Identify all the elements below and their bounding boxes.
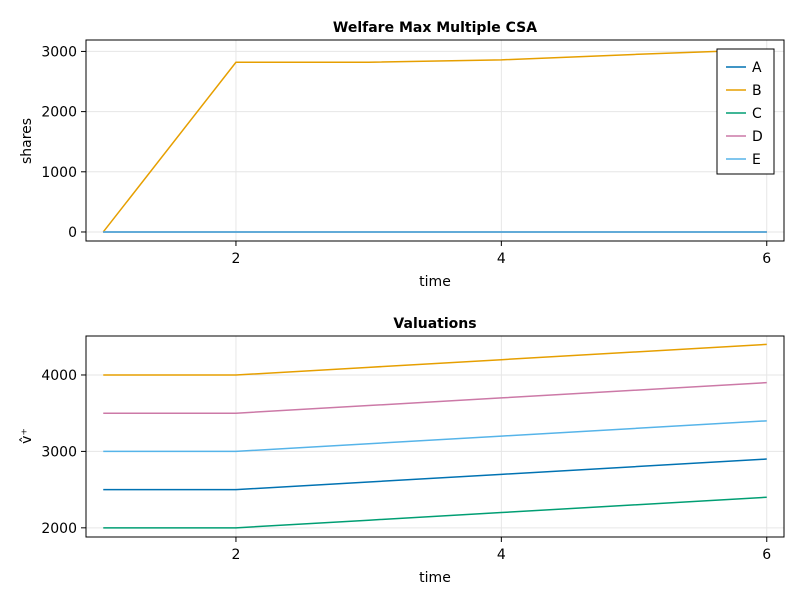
- x-tick-label: 6: [762, 251, 771, 267]
- legend-label-D: D: [752, 129, 763, 145]
- gridlines: [86, 336, 784, 537]
- series-line-2: [103, 496, 767, 529]
- series-line-B: [102, 48, 767, 233]
- ticks: 2 4 6 0 1000 2000 3000: [41, 44, 771, 267]
- x-axis-label: time: [419, 274, 451, 290]
- series-line-1: [103, 343, 767, 376]
- series-line-0: [103, 458, 767, 491]
- series-group: [103, 343, 767, 529]
- x-tick-label: 4: [497, 547, 506, 563]
- axes-frame: [85, 335, 785, 538]
- ticks: 2 4 6 2000 3000 4000: [41, 368, 771, 563]
- x-tick-label: 2: [231, 251, 240, 267]
- x-tick-label: 4: [497, 251, 506, 267]
- x-tick-label: 6: [762, 547, 771, 563]
- plot-title: Welfare Max Multiple CSA: [333, 20, 537, 36]
- y-tick-label: 2000: [41, 521, 77, 537]
- y-tick-label: 4000: [41, 368, 77, 384]
- y-tick-label: 3000: [41, 44, 77, 60]
- y-axis-label: v̂⁺: [19, 428, 35, 444]
- gridlines: [86, 40, 784, 241]
- series-line-4: [103, 420, 767, 453]
- y-axis-label: shares: [19, 118, 35, 164]
- legend-label-A: A: [752, 60, 762, 76]
- x-tick-label: 2: [231, 547, 240, 563]
- series-line-3: [103, 381, 767, 414]
- legend-label-B: B: [752, 83, 762, 99]
- y-tick-label: 2000: [41, 105, 77, 121]
- legend-label-E: E: [752, 152, 761, 168]
- valuations-plot: Valuations time v̂⁺ 2 4 6 2000 3000 4000: [19, 316, 785, 586]
- y-tick-label: 0: [68, 225, 77, 241]
- shares-plot: Welfare Max Multiple CSA time shares 2 4 6…: [19, 20, 785, 290]
- x-axis-label: time: [419, 570, 451, 586]
- y-tick-label: 3000: [41, 444, 77, 460]
- legend-box: [716, 48, 775, 175]
- series-group: [102, 48, 767, 233]
- legend-label-C: C: [752, 106, 762, 122]
- axes-frame: [85, 39, 785, 242]
- y-tick-label: 1000: [41, 165, 77, 181]
- plot-title: Valuations: [393, 316, 476, 332]
